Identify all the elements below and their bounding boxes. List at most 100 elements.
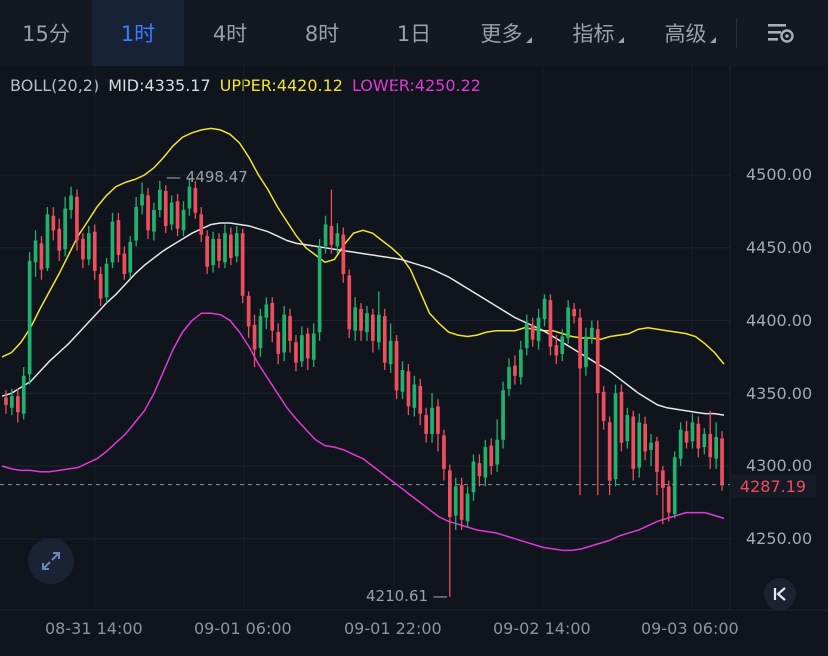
tab-8h[interactable]: 8时: [304, 22, 340, 46]
candle-body: [359, 308, 363, 331]
candle-body: [169, 202, 174, 225]
candle-body: [246, 295, 251, 327]
candle-body: [524, 323, 529, 349]
candle-body: [495, 439, 499, 465]
candle-body: [696, 423, 701, 449]
candle-body: [21, 375, 26, 414]
x-tick-label: 08-31 14:00: [45, 619, 143, 638]
candle-body: [507, 367, 511, 389]
candle-body: [406, 371, 411, 407]
y-tick-label: 4300.00: [746, 456, 813, 475]
candle-body: [714, 436, 718, 459]
candle-body: [75, 196, 79, 241]
tab-1h[interactable]: 1时: [92, 0, 184, 66]
dropdown-triangle-icon: [617, 37, 624, 43]
dropdown-triangle-icon: [525, 37, 532, 43]
candle-body: [430, 407, 434, 434]
candle-body: [110, 221, 115, 263]
y-tick-label: 4250.00: [746, 529, 813, 548]
candle-body: [45, 214, 50, 269]
candle-body: [57, 228, 62, 251]
candle-body: [33, 240, 38, 263]
candle-body: [418, 386, 423, 414]
candle-body: [69, 195, 73, 210]
candle-body: [448, 470, 452, 517]
x-tick-label: 09-01 06:00: [194, 619, 292, 638]
candle-body: [643, 423, 647, 452]
candle-body: [424, 415, 428, 434]
tab-1d[interactable]: 1日: [396, 22, 432, 46]
candle-body: [270, 303, 275, 331]
candle-body: [134, 207, 138, 241]
candle-body: [584, 336, 588, 368]
tab-15min[interactable]: 15分: [22, 22, 70, 46]
candle-body: [513, 365, 517, 376]
tab-indicators[interactable]: 指标: [552, 0, 644, 66]
candle-body: [63, 208, 67, 250]
candle-body: [412, 384, 417, 408]
candle-body: [92, 231, 97, 271]
candle-body: [607, 422, 612, 481]
x-tick-label: 09-01 22:00: [344, 619, 442, 638]
candle-body: [341, 234, 346, 274]
candle-body: [655, 441, 659, 472]
y-tick-label: 4450.00: [746, 238, 813, 257]
candle-body: [199, 214, 204, 235]
candle-body: [613, 393, 618, 480]
candle-body: [258, 316, 263, 349]
candle-body: [193, 188, 198, 213]
candlestick-chart[interactable]: [0, 66, 828, 612]
candle-body: [146, 195, 150, 231]
tab-advanced[interactable]: 高级: [644, 0, 736, 66]
candle-body: [530, 324, 535, 340]
boll-mid-line: [1, 222, 725, 416]
candle-body: [229, 234, 233, 258]
chart-settings-button[interactable]: [756, 16, 806, 50]
candle-body: [453, 486, 458, 516]
candle-body: [684, 431, 689, 443]
candle-body: [637, 422, 642, 468]
candle-body: [300, 335, 304, 362]
candle-body: [187, 186, 192, 209]
tab-more[interactable]: 更多: [460, 0, 552, 66]
candle-body: [400, 370, 405, 392]
candle-body: [477, 463, 482, 477]
expand-arrows-icon: [42, 552, 60, 570]
candle-body: [353, 307, 357, 331]
candle-body: [288, 316, 292, 341]
candle-body: [554, 345, 559, 356]
candle-body: [365, 313, 369, 333]
candle-body: [217, 239, 221, 261]
candle-body: [702, 434, 707, 448]
candle-body: [158, 189, 162, 210]
boll-mid-value: MID:4335.17: [108, 76, 211, 95]
tab-4h[interactable]: 4时: [212, 22, 248, 46]
candle-body: [240, 233, 245, 296]
candle-body: [631, 416, 636, 469]
boll-lower-value: LOWER:4250.22: [351, 76, 481, 95]
candle-body: [116, 220, 121, 255]
candle-body: [211, 239, 215, 266]
candle-body: [152, 209, 156, 232]
candle-body: [4, 397, 8, 405]
candle-body: [678, 429, 683, 459]
candle-body: [536, 317, 541, 341]
candle-body: [388, 340, 393, 365]
candle-body: [264, 304, 269, 318]
y-tick-label: 4400.00: [746, 311, 813, 330]
candle-body: [601, 391, 606, 421]
boll-upper-line: [1, 127, 725, 365]
candle-body: [459, 484, 464, 520]
candle-body: [104, 263, 109, 298]
scroll-to-latest-button[interactable]: [764, 578, 796, 610]
fullscreen-button[interactable]: [28, 538, 74, 584]
candle-body: [294, 342, 298, 363]
candle-body: [87, 233, 91, 260]
candle-body: [252, 324, 257, 350]
candle-body: [436, 406, 440, 434]
candle-body: [501, 390, 505, 440]
candle-body: [382, 316, 387, 363]
candle-body: [548, 300, 553, 347]
candle-body: [649, 442, 653, 450]
candle-body: [317, 247, 322, 333]
